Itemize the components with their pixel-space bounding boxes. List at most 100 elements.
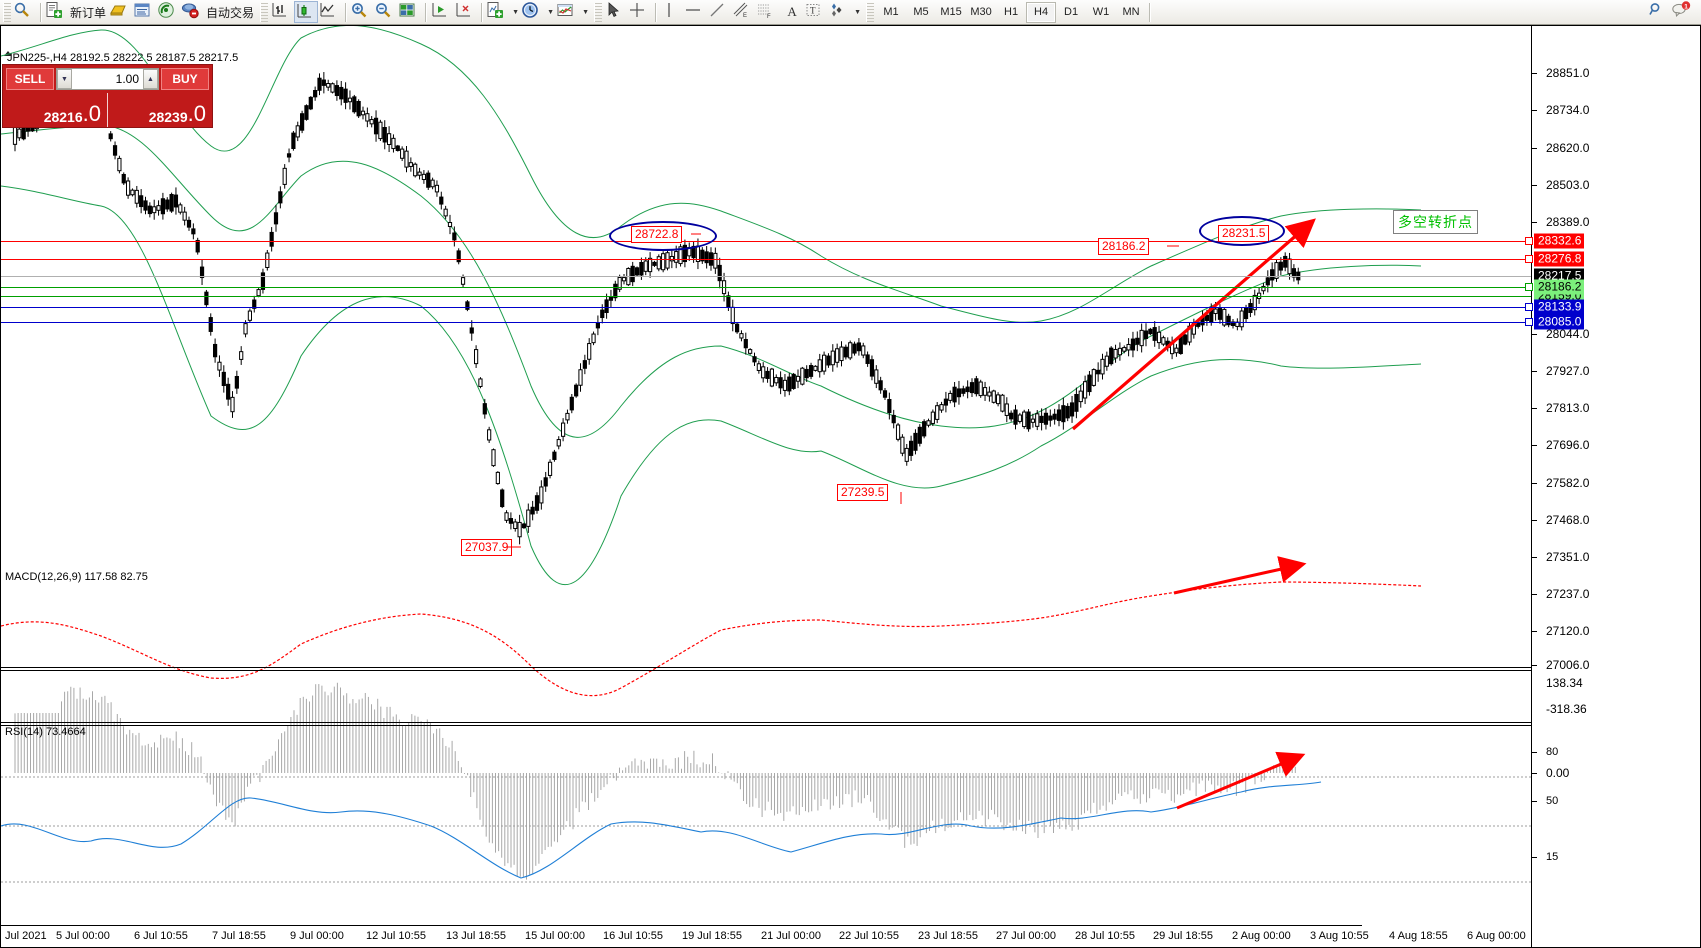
bar-chart-icon[interactable] bbox=[270, 1, 294, 23]
level-line-28332[interactable] bbox=[1, 241, 1531, 242]
timeframe-m1[interactable]: M1 bbox=[883, 6, 899, 18]
new-order-label[interactable]: 新订单 bbox=[70, 5, 107, 20]
price-level-tag-28332[interactable]: 28332.6 bbox=[1534, 233, 1585, 249]
buy-price-main: 28239 bbox=[148, 109, 188, 125]
vertical-line-icon[interactable] bbox=[660, 1, 684, 23]
search-icon[interactable] bbox=[1647, 1, 1671, 23]
level-handle-28276[interactable] bbox=[1525, 255, 1533, 263]
fibonacci-retracement-icon[interactable]: F bbox=[756, 1, 780, 23]
auto-trading-icon[interactable] bbox=[181, 1, 205, 23]
time-label: 27 Jul 00:00 bbox=[996, 930, 1056, 942]
text-icon[interactable]: A bbox=[780, 1, 804, 23]
chevron-down-icon[interactable]: ▼ bbox=[512, 8, 519, 16]
price-tag-27037[interactable]: 27037.9 bbox=[461, 539, 513, 556]
magnifier-icon[interactable] bbox=[13, 1, 37, 23]
level-line-28085[interactable] bbox=[1, 322, 1531, 323]
sell-price[interactable]: 28216 .0 bbox=[3, 93, 107, 127]
price-tick: 27582.0 bbox=[1546, 476, 1590, 490]
rsi-axis-tick: 50 bbox=[1546, 795, 1559, 807]
level-line-28159[interactable] bbox=[1, 296, 1531, 297]
level-handle-28133[interactable] bbox=[1525, 303, 1533, 311]
periodicity-icon[interactable] bbox=[521, 1, 545, 23]
time-label: 23 Jul 18:55 bbox=[918, 930, 978, 942]
level-handle-28332[interactable] bbox=[1525, 237, 1533, 245]
buy-price-decimal: .0 bbox=[187, 101, 206, 126]
templates-icon[interactable] bbox=[556, 1, 580, 23]
collapse-triangle-icon[interactable] bbox=[4, 51, 12, 56]
macd-indicator-label[interactable]: MACD(12,26,9) 117.58 82.75 bbox=[5, 571, 148, 583]
text-label-icon[interactable]: T bbox=[804, 1, 828, 23]
time-label: Jul 2021 bbox=[5, 930, 47, 942]
timeframe-mn[interactable]: MN bbox=[1122, 6, 1140, 18]
timeframe-m15[interactable]: M15 bbox=[940, 6, 962, 18]
rsi-pane-separator bbox=[1, 722, 1531, 726]
price-tag-28186[interactable]: 28186.2 bbox=[1098, 238, 1150, 255]
auto-trading-label[interactable]: 自动交易 bbox=[206, 5, 255, 20]
chart-symbol-label: JPN225-,H4 28192.5 28222.5 28187.5 28217… bbox=[4, 51, 238, 64]
notification-icon[interactable]: 1 bbox=[1671, 1, 1695, 23]
volume-stepper[interactable]: ▼ 1.00 ▲ bbox=[56, 68, 159, 90]
chevron-down-icon[interactable]: ▼ bbox=[854, 8, 861, 16]
price-level-tag-28085[interactable]: 28085.0 bbox=[1534, 314, 1585, 330]
signal-icon[interactable] bbox=[157, 1, 181, 23]
volume-increase-button[interactable]: ▲ bbox=[143, 69, 158, 89]
turning-point-note[interactable]: 多空转折点 bbox=[1393, 210, 1478, 234]
price-uptrend-arrow bbox=[1071, 218, 1316, 431]
trendline-icon[interactable] bbox=[708, 1, 732, 23]
line-chart-icon[interactable] bbox=[318, 1, 342, 23]
price-level-tag-28186[interactable]: 28186.2 bbox=[1534, 279, 1585, 295]
one-click-trading-panel[interactable]: SELL ▼ 1.00 ▲ BUY 28216 .0 28239 .0 bbox=[2, 64, 213, 128]
chevron-down-icon[interactable]: ▼ bbox=[547, 8, 554, 16]
chart-plot-area[interactable]: 28722.8 28231.5 28186.2 27239.5 27037.9 … bbox=[1, 26, 1531, 947]
terminal-window-icon[interactable] bbox=[133, 1, 157, 23]
toolbar-grip-charts[interactable] bbox=[260, 2, 269, 22]
svg-text:F: F bbox=[767, 14, 771, 20]
cursor-icon[interactable] bbox=[604, 1, 628, 23]
zoom-out-icon[interactable] bbox=[374, 1, 398, 23]
timeframe-d1[interactable]: D1 bbox=[1064, 6, 1079, 18]
level-line-28276[interactable] bbox=[1, 259, 1531, 260]
level-line-28186[interactable] bbox=[1, 287, 1531, 288]
macd-axis-tick: 138.34 bbox=[1546, 676, 1583, 690]
volume-value[interactable]: 1.00 bbox=[115, 72, 139, 86]
price-level-tag-28133[interactable]: 28133.9 bbox=[1534, 299, 1585, 315]
highlight-ellipse-right[interactable] bbox=[1199, 216, 1285, 246]
data-window-icon[interactable] bbox=[398, 1, 422, 23]
highlight-ellipse-left[interactable] bbox=[609, 221, 717, 251]
timeframe-m5[interactable]: M5 bbox=[913, 6, 929, 18]
zoom-in-icon[interactable] bbox=[350, 1, 374, 23]
price-tick: 27696.0 bbox=[1546, 438, 1590, 452]
timeframe-h1[interactable]: H1 bbox=[1004, 6, 1019, 18]
toolbar-grip-standard[interactable] bbox=[3, 2, 11, 22]
level-line-28217 bbox=[1, 276, 1531, 277]
chart-shift-icon[interactable] bbox=[454, 1, 478, 23]
price-tag-27239[interactable]: 27239.5 bbox=[837, 484, 889, 501]
timeframe-m30[interactable]: M30 bbox=[970, 6, 992, 18]
volume-decrease-button[interactable]: ▼ bbox=[57, 69, 72, 89]
crosshair-icon[interactable] bbox=[628, 1, 652, 23]
level-line-28133[interactable] bbox=[1, 307, 1531, 308]
buy-price[interactable]: 28239 .0 bbox=[108, 93, 212, 127]
chart-window[interactable]: JPN225-,H4 28192.5 28222.5 28187.5 28217… bbox=[0, 25, 1701, 948]
sell-button[interactable]: SELL bbox=[6, 68, 54, 90]
rsi-indicator-label[interactable]: RSI(14) 73.4664 bbox=[5, 726, 86, 738]
timeframe-w1[interactable]: W1 bbox=[1092, 6, 1110, 18]
indicators-icon[interactable] bbox=[486, 1, 510, 23]
timeframe-h4[interactable]: H4 bbox=[1026, 1, 1057, 23]
sell-price-main: 28216 bbox=[43, 109, 83, 125]
equidistant-channel-icon[interactable]: E bbox=[732, 1, 756, 23]
price-axis[interactable]: 28851.0 28734.0 28620.0 28503.0 28389.0 … bbox=[1531, 26, 1700, 947]
toolbar-grip-linestudies[interactable] bbox=[594, 2, 603, 22]
price-level-tag-28276[interactable]: 28276.8 bbox=[1534, 251, 1585, 267]
level-handle-28085[interactable] bbox=[1525, 318, 1533, 326]
candlestick-chart-icon[interactable] bbox=[294, 1, 319, 23]
objects-icon[interactable] bbox=[828, 1, 852, 23]
toolbar-grip-timeframes[interactable] bbox=[866, 2, 875, 22]
auto-scroll-icon[interactable] bbox=[430, 1, 454, 23]
buy-button[interactable]: BUY bbox=[161, 68, 209, 90]
gold-bar-icon[interactable] bbox=[109, 1, 133, 23]
level-handle-28186[interactable] bbox=[1525, 283, 1533, 291]
chevron-down-icon[interactable]: ▼ bbox=[582, 8, 589, 16]
new-order-icon[interactable] bbox=[45, 1, 69, 23]
horizontal-line-icon[interactable] bbox=[684, 1, 708, 23]
